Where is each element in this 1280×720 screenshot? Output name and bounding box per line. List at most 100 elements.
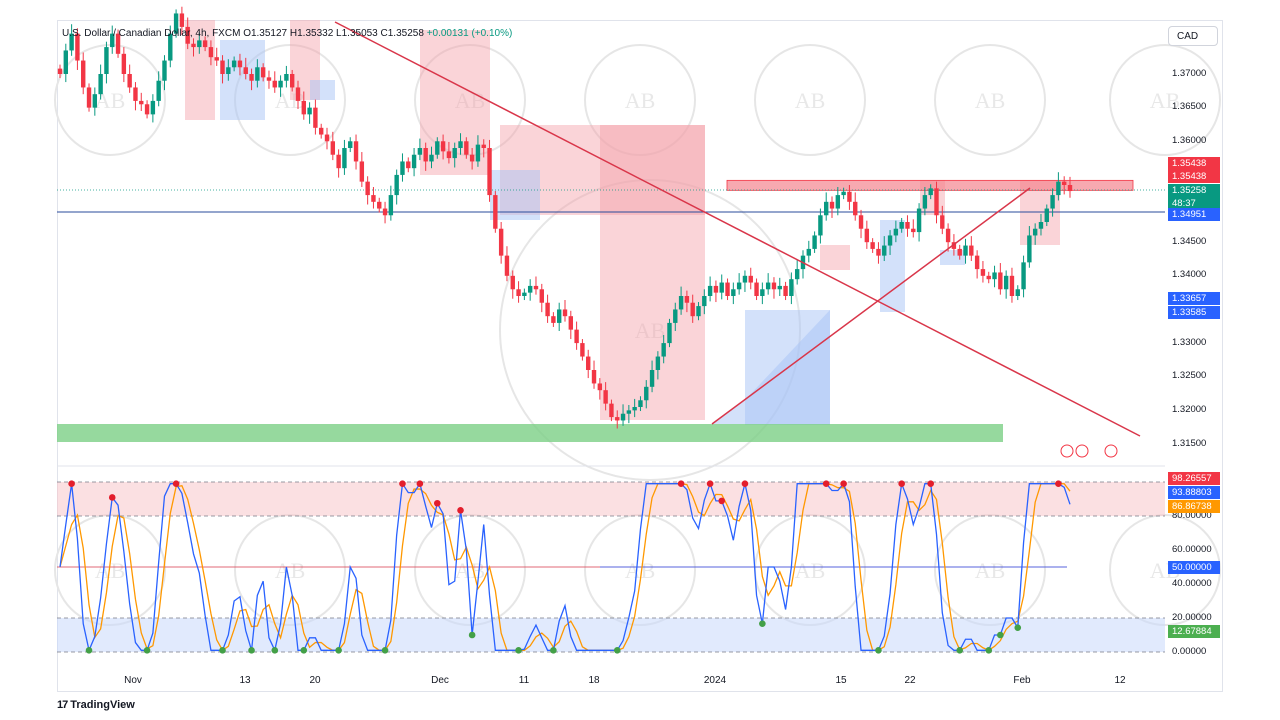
overbought-signal-dot — [172, 480, 180, 488]
candle-body — [899, 222, 904, 229]
candle-body — [922, 195, 928, 209]
price-tick-label: 1.34000 — [1172, 269, 1207, 280]
price-tag: 48:37 — [1168, 197, 1220, 210]
ascending-trendline — [711, 187, 1031, 425]
candle-body — [1061, 181, 1067, 185]
oversold-signal-dot — [468, 631, 476, 639]
candle-body — [348, 141, 353, 148]
candle-body — [353, 141, 359, 162]
watermark-circle — [1109, 44, 1221, 156]
candle-body — [313, 107, 318, 128]
candle-body — [104, 47, 109, 74]
candle-body — [533, 285, 539, 290]
candle-body — [162, 60, 167, 81]
overbought-signal-dot — [741, 480, 749, 488]
time-tick-label: Dec — [431, 675, 449, 686]
candle-body — [591, 370, 597, 384]
candle-body — [655, 356, 661, 370]
candle-body — [678, 296, 684, 310]
candle-body — [197, 40, 202, 48]
overbought-signal-dot — [927, 480, 934, 488]
candle-body — [510, 275, 515, 290]
tradingview-logo[interactable]: 17 TradingView — [57, 699, 135, 711]
candle-body — [748, 275, 753, 283]
candle-body — [684, 296, 690, 303]
osc-tick-label: 40.00000 — [1172, 578, 1212, 589]
candle-body — [916, 208, 922, 233]
candle-body — [371, 195, 376, 202]
candle-body — [794, 269, 800, 280]
candle-body — [133, 87, 138, 101]
candle-body — [266, 77, 272, 81]
candle-body — [226, 67, 231, 74]
candle-body — [789, 279, 794, 296]
candle-body — [81, 60, 86, 88]
stoch-d-line — [59, 483, 1071, 652]
candle-body — [452, 148, 457, 159]
watermark-text: AB — [975, 558, 1006, 583]
time-tick-label: Feb — [1013, 675, 1031, 686]
time-tick-label: 20 — [309, 675, 321, 686]
overbought-signal-dot — [1055, 480, 1062, 488]
candle-body — [771, 282, 777, 290]
candle-body — [1050, 195, 1055, 209]
candle-body — [713, 285, 719, 293]
candle-body — [580, 343, 585, 357]
candle-body — [545, 302, 550, 317]
candle-body — [742, 275, 748, 283]
candle-body — [359, 161, 365, 182]
candle-body — [144, 104, 150, 115]
candle-body — [98, 74, 103, 95]
candle-body — [615, 417, 620, 421]
candle-body — [963, 245, 968, 256]
candle-body — [777, 285, 782, 290]
candle-body — [835, 195, 841, 209]
osc-tick-label: 80.00000 — [1172, 510, 1212, 521]
price-tick-label: 1.37000 — [1172, 68, 1207, 79]
oversold-signal-dot — [143, 647, 151, 654]
time-tick-label: 11 — [518, 675, 530, 686]
watermark-circle — [934, 44, 1046, 156]
candle-body — [812, 235, 817, 249]
candle-body — [214, 57, 219, 61]
candle-body — [1003, 275, 1009, 290]
candle-body — [893, 228, 899, 236]
time-tick-label: 2024 — [703, 675, 727, 686]
candle-body — [202, 40, 208, 48]
watermark-circle — [54, 44, 166, 156]
candle-body — [870, 242, 875, 249]
candle-body — [115, 33, 121, 54]
price-tag: 1.33585 — [1168, 306, 1220, 319]
tradingview-icon: 17 — [57, 699, 68, 711]
candle-body — [249, 74, 254, 81]
candle-body — [702, 296, 707, 307]
currency-button[interactable]: CAD — [1168, 26, 1218, 46]
time-tick-label: 18 — [588, 675, 600, 686]
candle-body — [1009, 275, 1015, 296]
watermark-text: AB — [275, 558, 306, 583]
candle-body — [864, 228, 870, 243]
candle-body — [626, 410, 632, 414]
candle-body — [783, 285, 788, 296]
candle-body — [516, 289, 521, 296]
price-tick-label: 1.33000 — [1172, 337, 1207, 348]
watermark-circle — [584, 44, 696, 156]
oversold-signal-dot — [300, 647, 308, 654]
candle-body — [504, 255, 510, 276]
oversold-signal-dot — [997, 631, 1004, 639]
oversold-signal-dot — [381, 647, 389, 654]
candle-body — [876, 248, 881, 256]
oversold-signal-dot — [613, 647, 621, 654]
oversold-signal-dot — [335, 647, 342, 654]
watermark-circle — [754, 44, 866, 156]
oversold-signal-dot — [248, 647, 255, 654]
event-marker-icon — [1104, 444, 1118, 458]
candle-body — [324, 134, 330, 142]
candle-body — [237, 60, 243, 68]
watermark-text: AB — [795, 558, 826, 583]
candle-body — [974, 255, 980, 270]
candle-body — [829, 201, 835, 209]
candle-body — [568, 316, 574, 330]
candle-body — [603, 390, 608, 404]
